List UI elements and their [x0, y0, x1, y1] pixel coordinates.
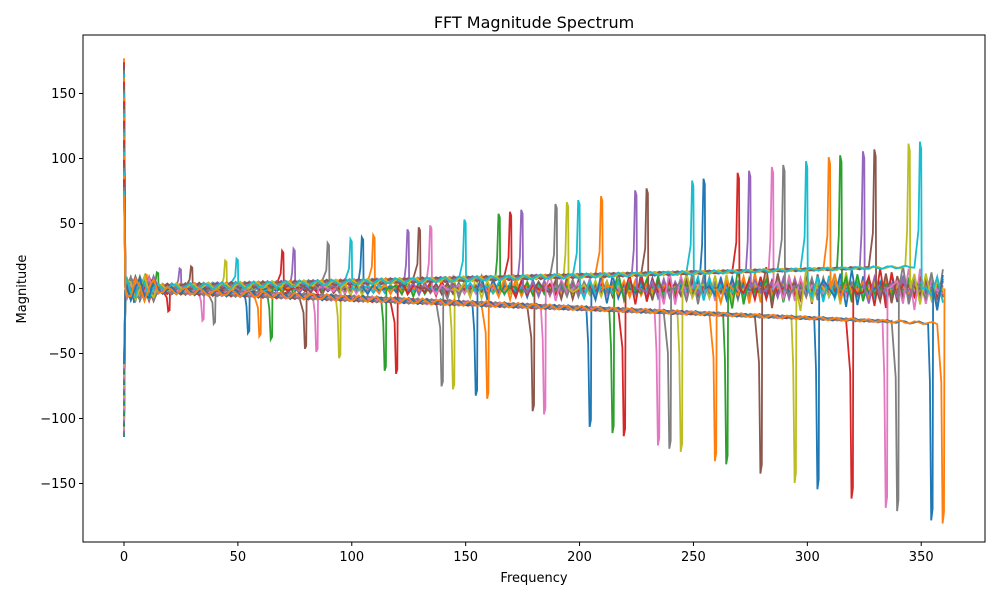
x-tick-label: 150: [453, 550, 478, 565]
y-axis: −150 −100 −50 0 50 100 150: [40, 87, 83, 492]
y-tick-label: 50: [59, 217, 76, 232]
x-tick-label: 200: [567, 550, 592, 565]
x-tick-label: 250: [681, 550, 706, 565]
x-tick-label: 0: [120, 550, 128, 565]
x-axis-label: Frequency: [500, 571, 567, 586]
y-tick-label: −100: [40, 412, 76, 427]
chart-title: FFT Magnitude Spectrum: [434, 13, 634, 32]
x-tick-label: 50: [230, 550, 247, 565]
x-axis: 0 50 100 150 200 250 300 350: [120, 542, 934, 565]
x-tick-label: 350: [909, 550, 934, 565]
x-tick-label: 300: [795, 550, 820, 565]
plot-area: [123, 58, 946, 524]
y-tick-label: 0: [68, 282, 76, 297]
y-tick-label: 150: [51, 87, 76, 102]
series-line-70: [123, 141, 944, 303]
series-line-72: [123, 194, 946, 524]
x-tick-label: 100: [339, 550, 364, 565]
y-axis-label: Magnitude: [15, 255, 30, 324]
y-tick-label: −50: [49, 347, 76, 362]
y-tick-label: −150: [40, 477, 76, 492]
y-tick-label: 100: [51, 152, 76, 167]
